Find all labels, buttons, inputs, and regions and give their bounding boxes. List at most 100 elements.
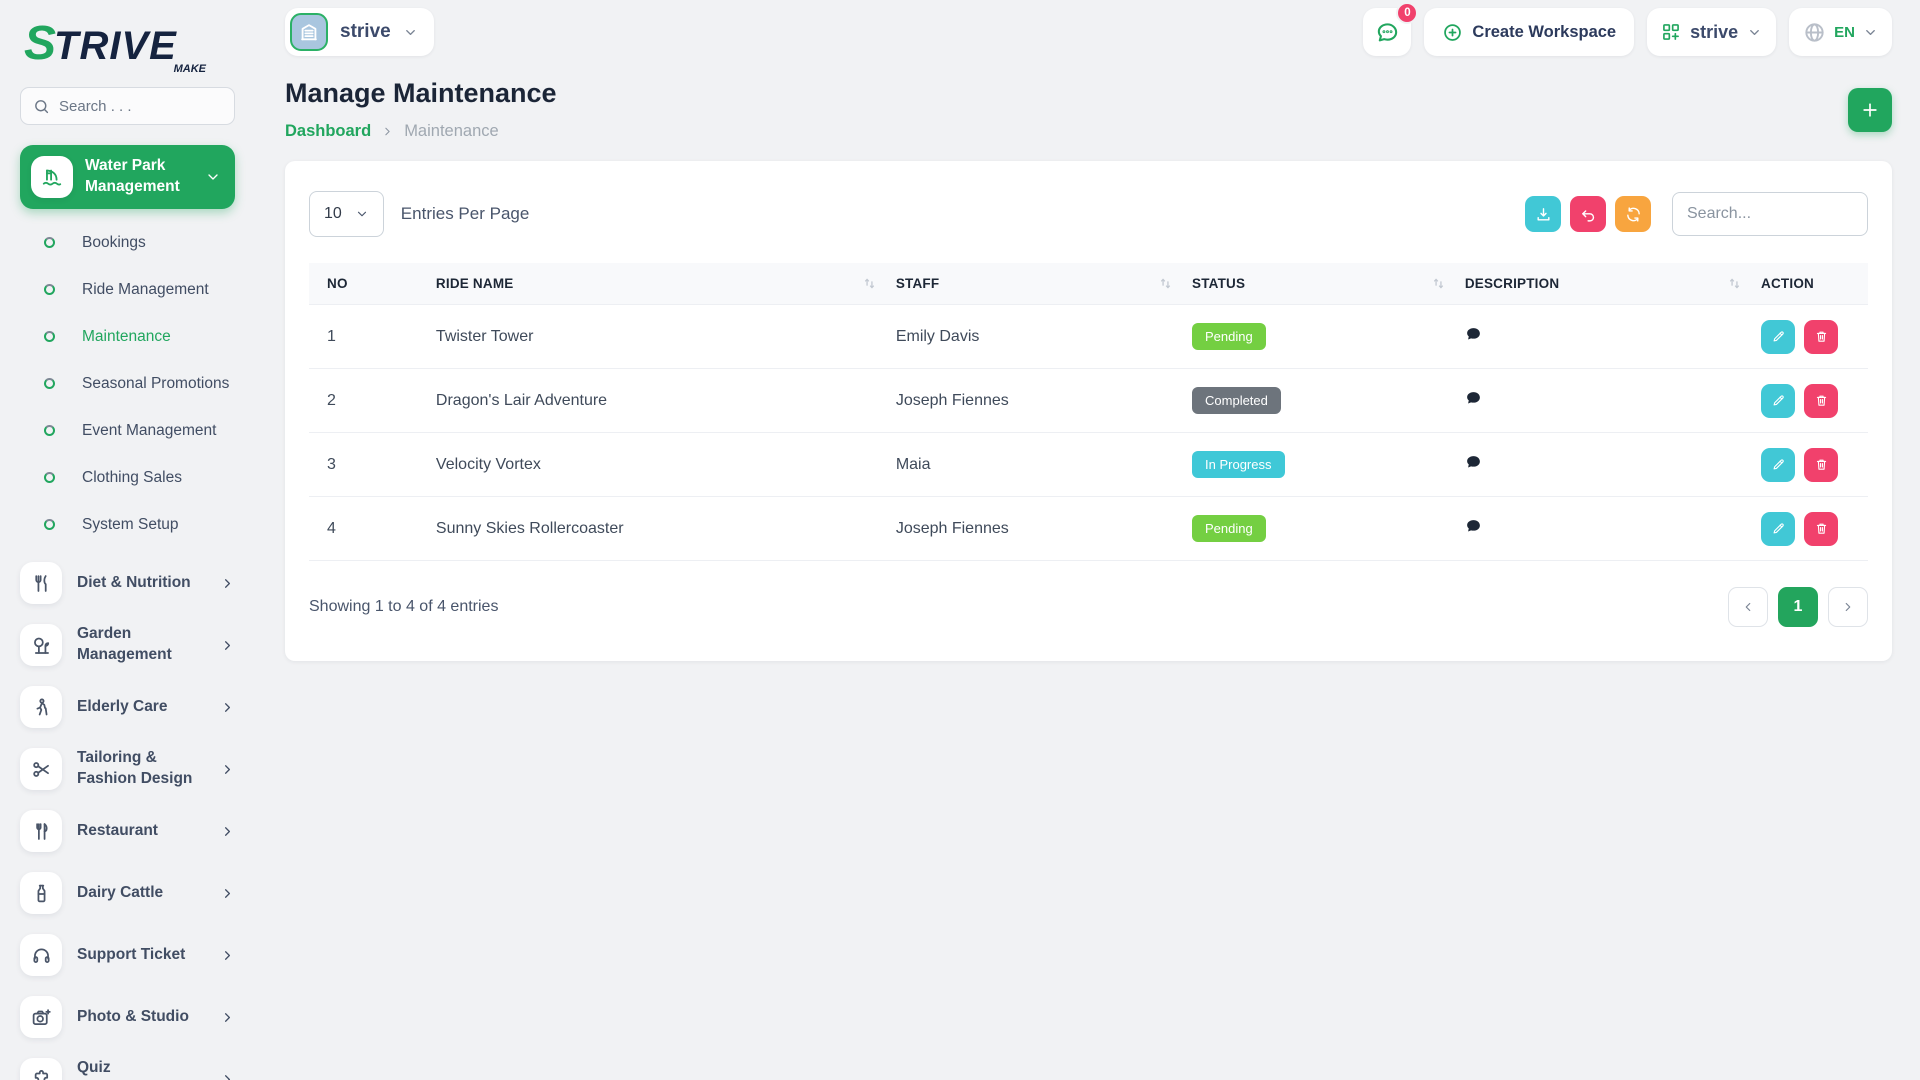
column-header-description[interactable]: DESCRIPTION — [1455, 263, 1751, 305]
bullet-icon — [44, 331, 55, 342]
sidebar-item-ride-management[interactable]: Ride Management — [44, 266, 235, 313]
bullet-icon — [44, 519, 55, 530]
add-maintenance-button[interactable] — [1848, 87, 1892, 132]
sidebar-item-clothing-sales[interactable]: Clothing Sales — [44, 454, 235, 501]
comment-icon[interactable] — [1465, 519, 1482, 539]
refresh-button[interactable] — [1615, 196, 1651, 232]
table-header-row: NO RIDE NAME STAFF STATUS DESCRIPTION AC… — [309, 263, 1868, 305]
sidebar-item-label: Bookings — [82, 233, 146, 251]
chevron-right-icon — [381, 125, 394, 138]
breadcrumb-current: Maintenance — [404, 122, 499, 140]
sort-icon[interactable] — [1432, 277, 1445, 290]
chevron-right-icon — [220, 700, 235, 715]
column-header-staff[interactable]: STAFF — [886, 263, 1182, 305]
sidebar-search-input[interactable] — [59, 97, 209, 115]
next-page-button[interactable] — [1828, 587, 1868, 627]
export-button[interactable] — [1525, 196, 1561, 232]
workspace-selector[interactable]: strive — [285, 8, 434, 56]
chevron-down-icon — [1863, 25, 1878, 40]
sidebar-item-event-management[interactable]: Event Management — [44, 407, 235, 454]
sidebar-group-label: Diet & Nutrition — [77, 573, 191, 591]
sidebar-group-label: Garden Management — [77, 625, 172, 663]
chevron-right-icon — [220, 948, 235, 963]
create-workspace-button[interactable]: Create Workspace — [1424, 8, 1635, 56]
bullet-icon — [44, 378, 55, 389]
table-controls: 10 Entries Per Page — [309, 191, 1868, 237]
sidebar-group-support-ticket[interactable]: Support Ticket — [20, 928, 235, 982]
cell-staff: Emily Davis — [895, 327, 980, 345]
page-number-button[interactable]: 1 — [1778, 587, 1818, 627]
sidebar-group-water-park-management[interactable]: Water Park Management — [20, 145, 235, 209]
status-badge: Completed — [1192, 387, 1281, 414]
trash-icon — [1814, 457, 1829, 472]
delete-button[interactable] — [1804, 319, 1839, 354]
comment-icon[interactable] — [1465, 455, 1482, 475]
sidebar-group-elderly-care[interactable]: Elderly Care — [20, 680, 235, 734]
bullet-icon — [44, 425, 55, 436]
sort-icon[interactable] — [1159, 277, 1172, 290]
sort-icon[interactable] — [1728, 277, 1741, 290]
chat-button[interactable]: 0 — [1363, 2, 1419, 56]
delete-button[interactable] — [1804, 511, 1839, 546]
sidebar-group-diet-nutrition[interactable]: Diet & Nutrition — [20, 556, 235, 610]
sidebar-item-system-setup[interactable]: System Setup — [44, 501, 235, 548]
sidebar-group-garden-management[interactable]: Garden Management — [20, 618, 235, 672]
sidebar-sub-items: Bookings Ride Management Maintenance Sea… — [20, 209, 235, 556]
previous-page-button[interactable] — [1728, 587, 1768, 627]
entries-per-page-select[interactable]: 10 — [309, 191, 384, 237]
column-header-no[interactable]: NO — [327, 276, 348, 291]
sidebar-group-restaurant[interactable]: Restaurant — [20, 804, 235, 858]
sidebar-item-seasonal-promotions[interactable]: Seasonal Promotions — [44, 360, 235, 407]
breadcrumb-dashboard-link[interactable]: Dashboard — [285, 122, 372, 140]
sidebar-group-photo-studio[interactable]: Photo & Studio — [20, 990, 235, 1044]
table-row: 4 Sunny Skies Rollercoaster Joseph Fienn… — [309, 497, 1868, 561]
undo-button[interactable] — [1570, 196, 1606, 232]
sidebar-group-label: Elderly Care — [77, 697, 168, 715]
sidebar-group-label: Restaurant — [77, 821, 158, 839]
plus-circle-icon — [1442, 22, 1463, 43]
sidebar-group-tailoring-fashion-design[interactable]: Tailoring & Fashion Design — [20, 742, 235, 796]
tree-icon — [20, 624, 62, 666]
chevron-right-icon — [220, 762, 235, 777]
showing-entries-text: Showing 1 to 4 of 4 entries — [309, 598, 499, 615]
chevron-right-icon — [220, 1010, 235, 1025]
sidebar-item-maintenance[interactable]: Maintenance — [44, 313, 235, 360]
sidebar-group-quiz-management[interactable]: Quiz Management — [20, 1052, 235, 1080]
refresh-icon — [1625, 206, 1642, 223]
delete-button[interactable] — [1804, 383, 1839, 418]
chat-badge: 0 — [1396, 2, 1419, 24]
cell-no: 4 — [327, 519, 336, 537]
workspace-switcher[interactable]: strive — [1647, 8, 1777, 56]
edit-button[interactable] — [1761, 319, 1796, 354]
sidebar-group-dairy-cattle[interactable]: Dairy Cattle — [20, 866, 235, 920]
comment-icon[interactable] — [1465, 327, 1482, 347]
strive-logo[interactable]: S TRIVE MAKE — [20, 12, 220, 75]
trash-icon — [1814, 329, 1829, 344]
edit-button[interactable] — [1761, 383, 1796, 418]
pagination: 1 — [1728, 587, 1868, 627]
table-search-input[interactable] — [1672, 192, 1868, 236]
sort-icon[interactable] — [863, 277, 876, 290]
sidebar-search[interactable] — [20, 87, 235, 125]
cell-staff: Joseph Fiennes — [895, 391, 1009, 409]
sidebar-group-label: Photo & Studio — [77, 1007, 189, 1025]
chevron-right-icon — [220, 638, 235, 653]
delete-button[interactable] — [1804, 447, 1839, 482]
comment-icon[interactable] — [1465, 391, 1482, 411]
pencil-icon — [1771, 521, 1786, 536]
column-header-ride-name[interactable]: RIDE NAME — [426, 263, 886, 305]
table-row: 3 Velocity Vortex Maia In Progress — [309, 433, 1868, 497]
logo-tagline: MAKE — [173, 63, 206, 75]
sidebar-item-label: Seasonal Promotions — [82, 374, 230, 392]
edit-button[interactable] — [1761, 447, 1796, 482]
language-selector[interactable]: EN — [1789, 8, 1892, 56]
bullet-icon — [44, 237, 55, 248]
chevron-down-icon — [355, 207, 369, 221]
column-header-action: ACTION — [1761, 276, 1814, 291]
edit-button[interactable] — [1761, 511, 1796, 546]
column-header-status[interactable]: STATUS — [1182, 263, 1455, 305]
sidebar-item-bookings[interactable]: Bookings — [44, 219, 235, 266]
status-badge: Pending — [1192, 323, 1266, 350]
